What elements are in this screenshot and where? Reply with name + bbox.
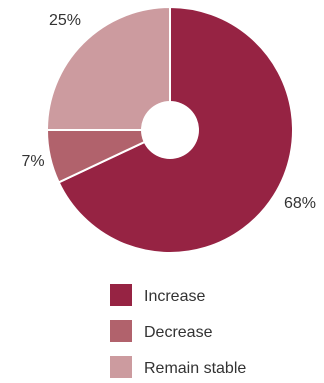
legend-label: Remain stable	[144, 360, 246, 377]
legend-label: Increase	[144, 288, 205, 305]
legend-swatch	[110, 284, 132, 306]
slice-label-decrease: 7%	[21, 153, 44, 170]
legend-item-increase: Increase	[110, 284, 205, 306]
legend-swatch	[110, 356, 132, 378]
pie-slice-remain-stable	[45, 5, 171, 131]
slice-label-remain-stable: 25%	[49, 12, 81, 29]
legend: Increase Decrease Remain stable	[110, 284, 246, 378]
donut-hole	[141, 101, 199, 159]
legend-label: Decrease	[144, 324, 213, 341]
slice-label-increase: 68%	[284, 195, 316, 212]
slice-labels: 68% 7% 25%	[21, 12, 316, 212]
legend-item-decrease: Decrease	[110, 320, 213, 342]
legend-swatch	[110, 320, 132, 342]
legend-item-remain-stable: Remain stable	[110, 356, 246, 378]
